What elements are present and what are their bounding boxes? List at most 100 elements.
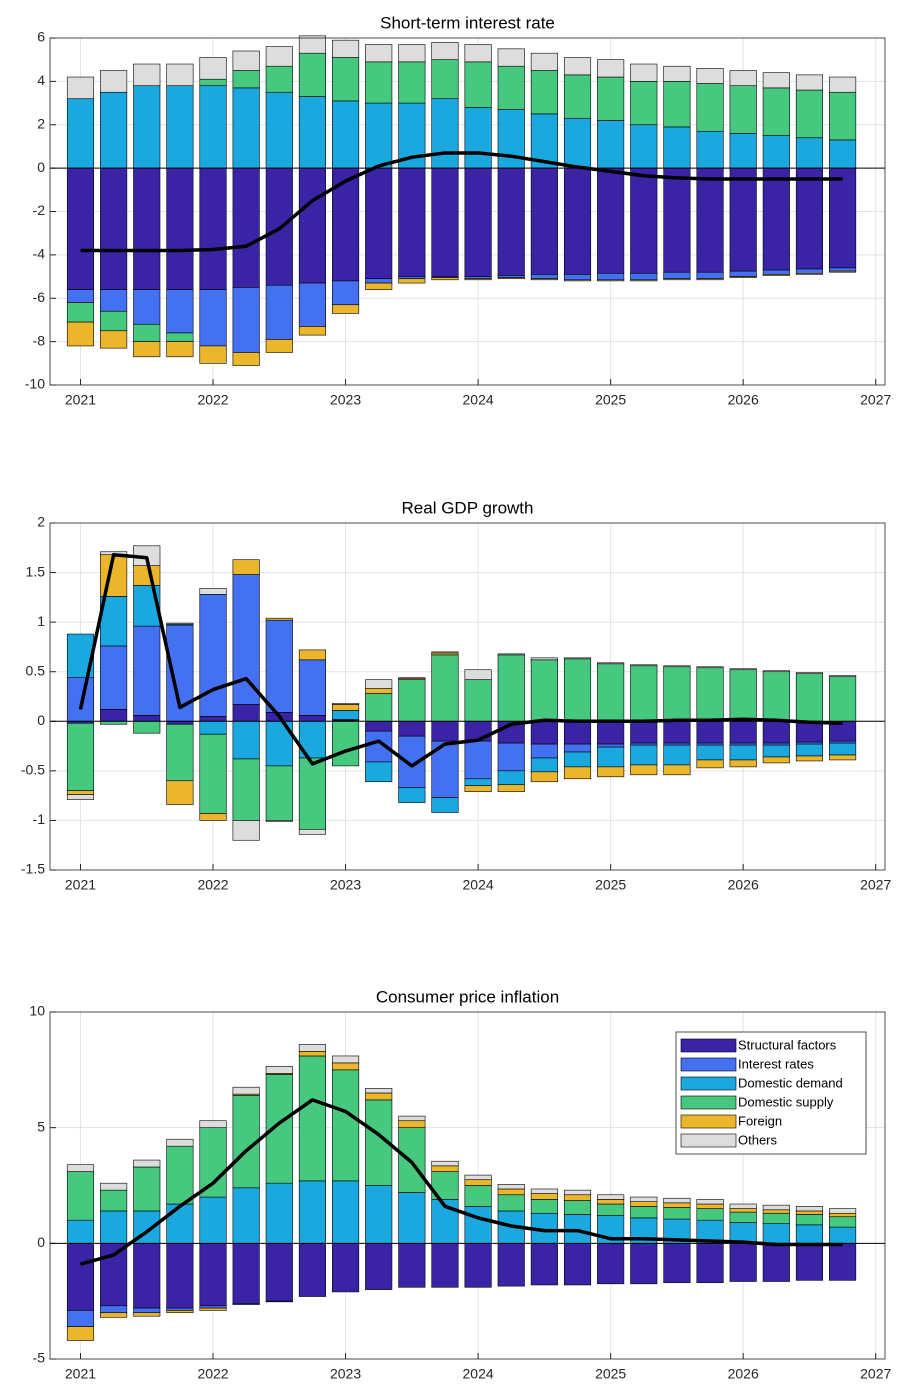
bar-segment [497, 1188, 525, 1196]
bar-segment [100, 1182, 128, 1191]
bar-segment [66, 677, 95, 722]
bar-segment [795, 273, 824, 275]
bar-segment [166, 332, 194, 342]
bar-segment [332, 39, 360, 58]
bar-segment [133, 720, 161, 734]
bar-segment [298, 829, 326, 835]
bar-segment [199, 78, 227, 87]
bar-segment [66, 1310, 95, 1327]
bar-segment [563, 1189, 592, 1196]
bar-segment [431, 720, 459, 742]
bar-segment [563, 117, 592, 169]
bar-segment [829, 676, 857, 722]
bar-segment [597, 1203, 625, 1216]
bar-segment [265, 91, 293, 169]
bar-segment [795, 1210, 824, 1215]
bar-segment [497, 784, 525, 792]
bar-segment [563, 274, 592, 281]
bar-segment [232, 820, 260, 841]
y-tick-label: -6 [33, 289, 46, 305]
bar-segment [829, 1212, 857, 1218]
bar-segment [298, 1055, 326, 1182]
bar-segment [563, 167, 592, 275]
bar-segment [199, 345, 227, 364]
bar-segment [630, 81, 658, 126]
y-tick-label: -1 [33, 811, 46, 827]
bar-segment [762, 720, 790, 744]
bar-segment [431, 654, 459, 722]
bar-segment [829, 1243, 857, 1281]
bar-segment [729, 1203, 757, 1209]
line [80, 151, 843, 253]
bar-segment [464, 1185, 492, 1207]
bar-segment [563, 751, 592, 768]
bar-segment [630, 665, 658, 722]
bar-segment [298, 326, 326, 336]
bar-segment [199, 716, 227, 722]
axes-box [49, 1011, 886, 1360]
bar-segment [464, 785, 492, 792]
bar-segment [762, 274, 790, 276]
bar-segment [298, 649, 326, 661]
bar-segment [464, 107, 492, 169]
bar-segment [431, 1165, 459, 1172]
bar-segment [166, 622, 194, 625]
bar-segment [795, 137, 824, 169]
bar-segment [332, 1055, 360, 1064]
bar-segment [762, 167, 790, 271]
bar-segment [265, 1066, 293, 1074]
bar-segment [663, 1197, 691, 1204]
bar-segment [166, 1138, 194, 1147]
bar-segment [563, 1200, 592, 1215]
y-tick-label: -4 [33, 246, 46, 262]
bar-segment [66, 302, 95, 323]
bar-segment [265, 1182, 293, 1244]
bar-segment [696, 1243, 724, 1283]
bar-segment [563, 279, 592, 282]
bar-segment [166, 1203, 194, 1244]
bar-segment [166, 1310, 194, 1314]
bar-segment [795, 673, 824, 722]
bar-segment [100, 645, 128, 710]
x-tick-label: 2021 [65, 877, 96, 893]
bar-segment [100, 1312, 128, 1318]
bar-segment [332, 703, 360, 705]
bar-segment [497, 1194, 525, 1212]
bar-segment [696, 271, 724, 280]
y-tick-label: 5 [37, 1118, 45, 1134]
bar-segment [497, 653, 525, 656]
bar-segment [497, 654, 525, 722]
legend-swatch [680, 1076, 737, 1091]
axes-box [49, 522, 886, 871]
bar-segment [265, 339, 293, 353]
bar-segment [199, 167, 227, 290]
bar-segment [166, 723, 194, 782]
bar-segment [265, 65, 293, 93]
bar-segment [398, 720, 426, 737]
bar-segment [298, 282, 326, 327]
bar-segment [265, 1243, 293, 1302]
bar-segment [133, 565, 161, 586]
bar-segment [696, 759, 724, 769]
bar-segment [398, 677, 426, 679]
bar-segment [829, 91, 857, 141]
bar-segment [762, 1212, 790, 1224]
bar-segment [298, 1243, 326, 1297]
bar-segment [265, 765, 293, 821]
bar-segment [630, 167, 658, 274]
bar-segment [729, 70, 757, 87]
bar-segment [133, 289, 161, 325]
bar-segment [762, 135, 790, 169]
bar-segment [166, 289, 194, 334]
bar-segment [530, 1188, 558, 1194]
bar-segment [663, 665, 691, 668]
bar-segment [100, 289, 128, 312]
y-tick-label: -2 [33, 202, 46, 218]
bar-segment [464, 1179, 492, 1186]
y-tick-label: 1.5 [26, 563, 46, 579]
bar-segment [829, 167, 857, 269]
bar-segment [729, 668, 757, 671]
bar-segment [398, 1127, 426, 1193]
legend-swatch [680, 1095, 737, 1110]
legend-swatch [680, 1038, 737, 1053]
